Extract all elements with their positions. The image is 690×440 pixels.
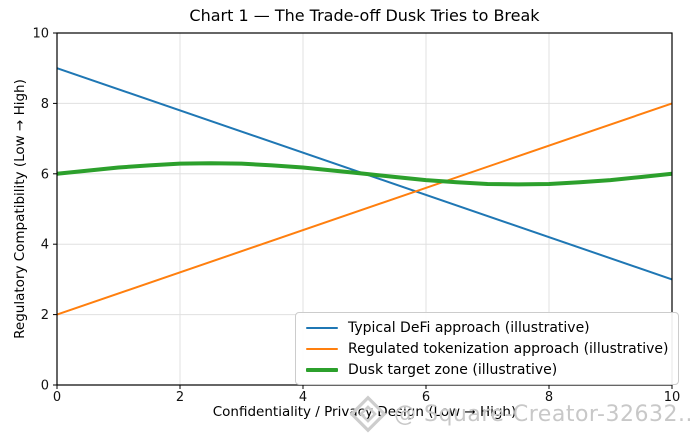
diamond-gem-icon [349,395,387,433]
svg-text:10: 10 [664,390,681,405]
watermark: @ Square-Creator-32632... [347,394,690,434]
svg-text:0: 0 [41,379,49,394]
legend-line-sample-green [306,367,338,372]
svg-text:4: 4 [41,238,49,253]
legend-label: Typical DeFi approach (illustrative) [348,319,590,336]
svg-text:0: 0 [53,390,61,405]
legend-label: Regulated tokenization approach (illustr… [348,340,669,357]
svg-text:2: 2 [41,308,49,323]
svg-text:2: 2 [176,390,184,405]
legend-item: Regulated tokenization approach (illustr… [306,340,668,357]
legend-item: Dusk target zone (illustrative) [306,361,668,378]
legend-line-sample-blue [306,326,338,329]
svg-text:8: 8 [545,390,553,405]
svg-text:8: 8 [41,97,49,112]
svg-text:6: 6 [422,390,430,405]
y-axis-label: Regulatory Compatibility (Low → High) [12,79,28,339]
legend-line-sample-orange [306,347,338,350]
legend-item: Typical DeFi approach (illustrative) [306,319,668,336]
legend-label: Dusk target zone (illustrative) [348,361,558,378]
legend: Typical DeFi approach (illustrative) Reg… [295,312,680,385]
svg-text:6: 6 [41,167,49,182]
svg-text:10: 10 [32,27,49,42]
svg-text:4: 4 [299,390,307,405]
chart-title: Chart 1 — The Trade-off Dusk Tries to Br… [189,6,540,25]
watermark-text: @ Square-Creator-32632... [394,401,690,427]
